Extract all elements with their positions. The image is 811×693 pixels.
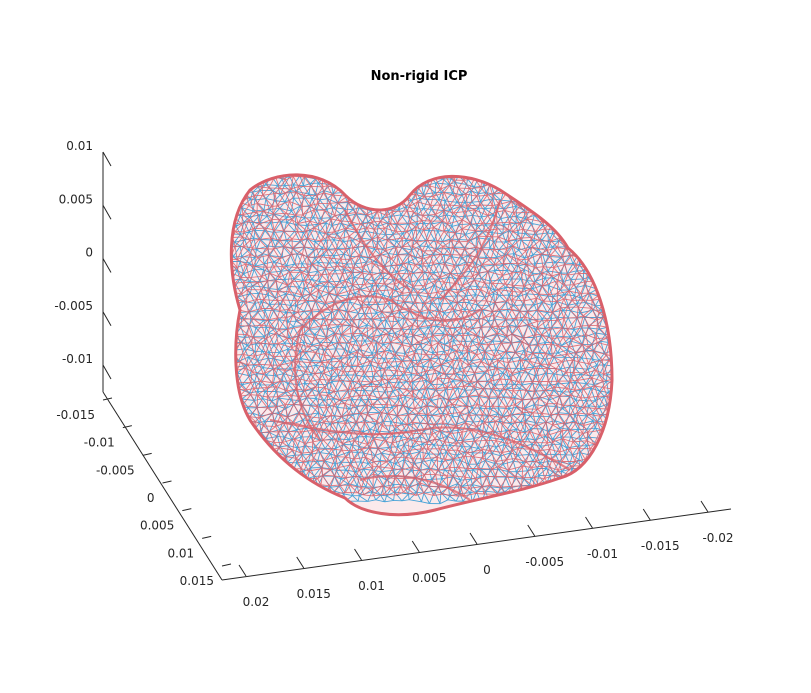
y-tick-label: -0.01 [84,436,115,450]
y-tick-mark [162,480,172,484]
x-tick-mark [469,532,478,545]
y-tick-label: 0.015 [180,574,214,588]
y-tick-mark [221,563,232,567]
x-tick-label: -0.005 [525,555,564,569]
x-axis-ticks: -0.02 -0.015 -0.01 -0.005 0 0.005 0.01 0.015 0.0… [238,500,734,609]
y-tick-label: 0 [147,491,155,505]
z-tick-mark [102,258,112,273]
x-tick-mark [238,564,247,577]
x-tick-mark [642,508,651,521]
z-tick-label: 0.01 [66,139,93,153]
z-tick-label: 0.005 [59,192,93,206]
z-tick-label: 0 [85,246,93,260]
x-tick-label: -0.02 [702,531,733,545]
y-tick-label: 0.005 [140,519,174,533]
x-tick-mark [411,540,420,553]
z-tick-mark [102,205,112,220]
y-axis-ticks: -0.015 -0.01 -0.005 0 0.005 0.01 0.015 [56,397,232,588]
x-tick-mark [585,516,593,529]
x-tick-label: 0.005 [412,571,446,585]
mesh-fold [294,329,321,441]
z-tick-mark [102,364,112,380]
y-tick-mark [142,452,152,456]
z-tick-label: -0.005 [54,299,93,313]
mesh-fold [269,418,571,471]
x-tick-label: 0 [483,563,491,577]
x-tick-mark [354,548,362,561]
x-tick-mark [527,524,536,537]
z-tick-mark [102,151,112,167]
y-tick-mark [102,397,113,401]
z-tick-label: -0.01 [62,352,93,366]
chart-title: Non-rigid ICP [371,69,468,84]
mesh-fold [439,199,502,301]
y-tick-label: 0.01 [167,546,194,560]
y-tick-label: -0.005 [96,463,135,477]
z-tick-mark [102,311,112,326]
y-tick-label: -0.015 [56,408,95,422]
y-axis-line [102,391,223,581]
mesh-fold [359,474,471,501]
mesh-outline [229,173,614,517]
x-tick-label: -0.015 [641,539,680,553]
y-tick-mark [202,535,212,539]
z-axis-ticks: 0.01 0.005 0 -0.005 -0.01 [54,139,112,380]
mesh-fold [344,209,411,291]
mesh-surface [229,173,614,517]
y-tick-mark [122,425,132,429]
x-tick-label: 0.02 [243,595,270,609]
x-axis-line [221,508,732,581]
x-tick-mark [296,556,305,569]
mesh-series-red [231,174,612,501]
x-tick-label: 0.01 [358,579,385,593]
x-tick-label: -0.01 [587,547,618,561]
x-tick-mark [700,500,709,513]
x-tick-label: 0.015 [297,587,331,601]
mesh-fold [299,295,481,331]
y-tick-mark [182,508,192,512]
